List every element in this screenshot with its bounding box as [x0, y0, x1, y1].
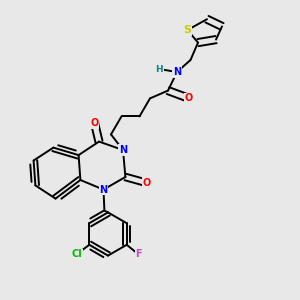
Text: H: H [155, 64, 163, 74]
Text: N: N [119, 145, 127, 155]
Text: N: N [173, 67, 181, 77]
Text: Cl: Cl [71, 249, 82, 260]
Text: O: O [185, 93, 193, 103]
Text: S: S [184, 25, 191, 35]
Text: N: N [99, 184, 108, 195]
Text: F: F [135, 249, 142, 260]
Text: O: O [143, 178, 151, 188]
Text: O: O [90, 118, 99, 128]
